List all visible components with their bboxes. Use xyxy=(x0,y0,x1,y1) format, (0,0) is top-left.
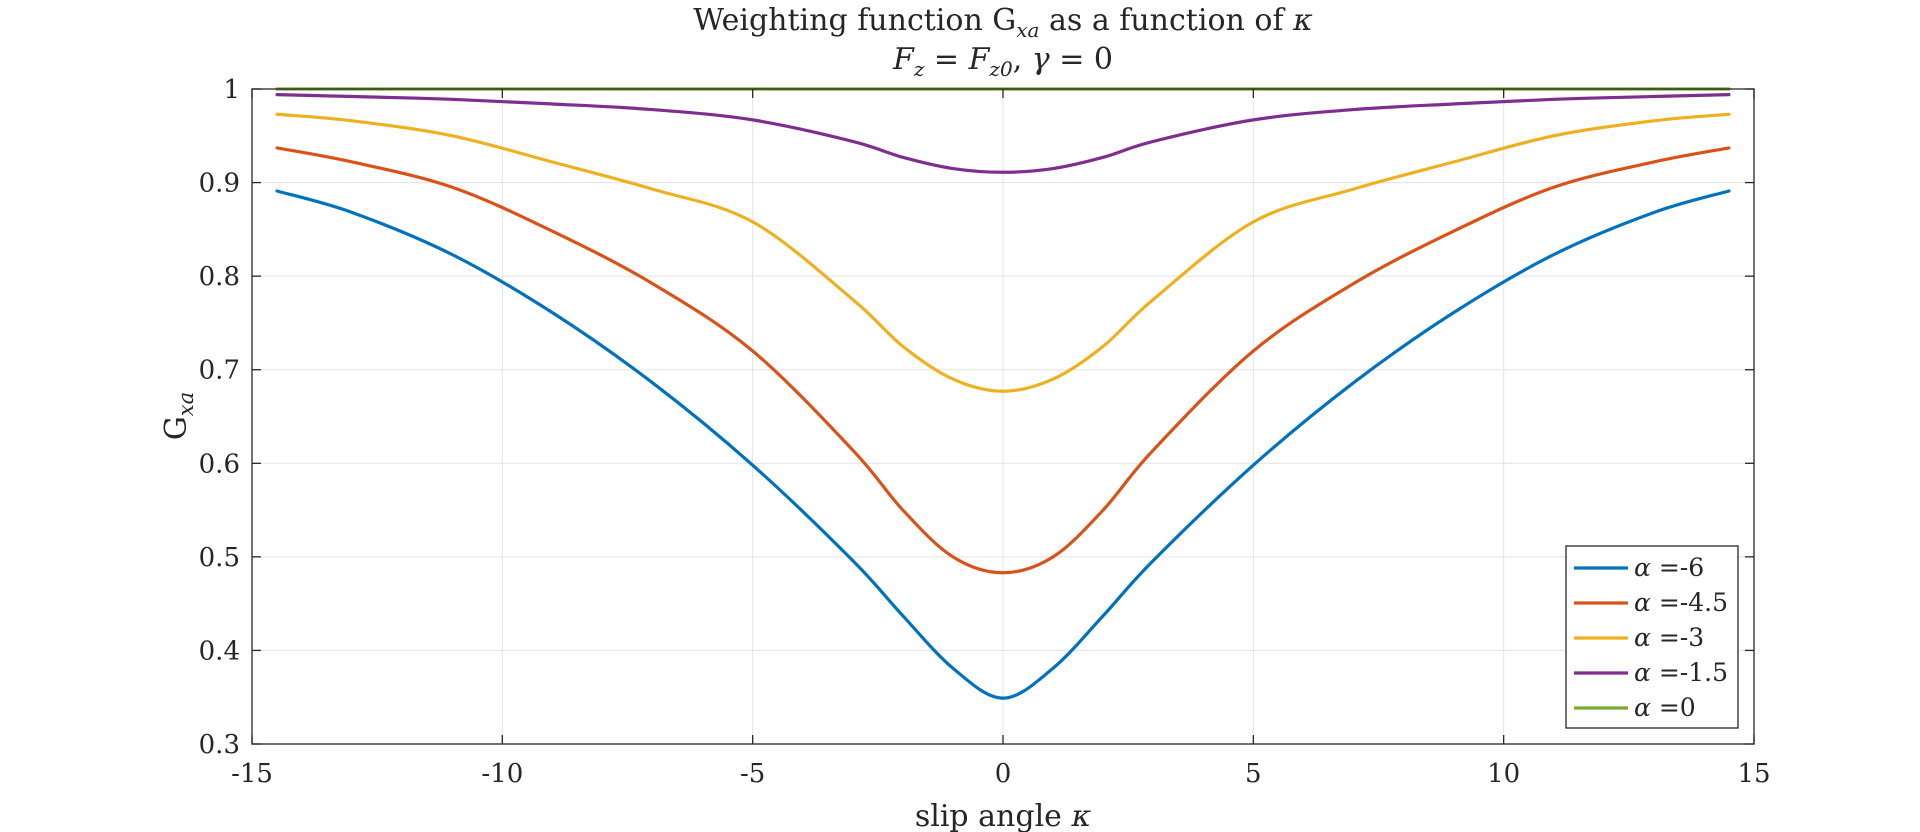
legend-label-1: α =-6 xyxy=(1634,553,1704,582)
x-tick-label: 5 xyxy=(1245,759,1262,789)
series-line-2 xyxy=(275,146,1731,575)
series-line-1 xyxy=(275,189,1731,700)
x-tick-label: -15 xyxy=(231,759,273,789)
x-tick-label: 0 xyxy=(995,759,1012,789)
x-tick-label: -10 xyxy=(481,759,523,789)
y-tick-label: 0.5 xyxy=(199,543,240,573)
legend-items: α =-6 α =-4.5 α =-3 α =-1.5 α =0 xyxy=(1574,553,1728,722)
legend-label-4: α =-1.5 xyxy=(1634,658,1728,687)
x-tick-label: -5 xyxy=(740,759,765,789)
y-tick-label: 1 xyxy=(223,75,240,105)
series-line-3 xyxy=(275,112,1731,393)
legend-label-2: α =-4.5 xyxy=(1634,588,1728,617)
chart-grid xyxy=(251,88,1755,745)
y-tick-label: 0.6 xyxy=(199,449,240,479)
axis-ticks: -15 -10 -5 0 5 10 15 0.3 0.4 0.5 0.6 0.7 0.8 0.9 1 xyxy=(199,75,1771,789)
x-axis-label: slip angle κ xyxy=(915,799,1092,832)
chart-legend: α =-6 α =-4.5 α =-3 α =-1.5 α =0 xyxy=(1565,545,1739,729)
series-line-4 xyxy=(275,93,1731,174)
y-axis-label: Gxa xyxy=(159,392,198,440)
legend-label-5: α =0 xyxy=(1634,693,1696,722)
y-tick-label: 0.7 xyxy=(199,356,240,386)
chart-subtitle: Fz = Fz0, γ = 0 xyxy=(892,42,1113,81)
x-tick-label: 15 xyxy=(1737,759,1770,789)
y-tick-label: 0.8 xyxy=(199,262,240,292)
y-tick-label: 0.9 xyxy=(199,169,240,199)
x-tick-label: 10 xyxy=(1487,759,1520,789)
y-tick-label: 0.4 xyxy=(199,636,240,666)
chart-title: Weighting function Gxa as a function of … xyxy=(693,3,1313,42)
y-tick-label: 0.3 xyxy=(199,730,240,760)
legend-label-3: α =-3 xyxy=(1634,623,1704,652)
